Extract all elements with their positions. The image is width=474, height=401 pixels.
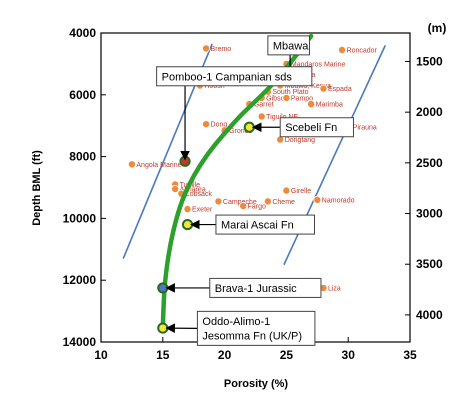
data-point-label: Gibson <box>266 95 288 102</box>
data-point <box>338 45 347 54</box>
y-tick-label: 12000 <box>63 273 97 287</box>
data-point <box>214 197 223 206</box>
x-tick-label: 20 <box>218 348 232 362</box>
y2-tick-label: 3500 <box>416 257 443 271</box>
data-point <box>257 112 266 121</box>
y2-tick-label: 2000 <box>416 105 443 119</box>
data-point-label: Angola Marine <box>136 162 181 169</box>
callout-box <box>209 277 322 298</box>
callout-label: Pomboo-1 Campanian sds <box>162 71 293 83</box>
data-point-label: Pampo <box>291 95 313 102</box>
data-point <box>282 186 291 195</box>
x-tick-label: 15 <box>156 348 170 362</box>
highlight-marker <box>157 322 169 334</box>
y-tick-label: 14000 <box>63 335 97 349</box>
data-point-label: Exeter <box>192 207 213 214</box>
data-point <box>282 93 291 102</box>
data-point <box>239 202 248 211</box>
x-tick-label: 25 <box>280 348 294 362</box>
data-point-label: Lobsack <box>186 191 213 198</box>
callout-label: Marai Ascai Fn <box>221 220 294 232</box>
data-point-label: Namorado <box>322 197 355 204</box>
data-point <box>313 195 322 204</box>
data-point-label: Hoosh <box>204 83 224 90</box>
data-point <box>319 84 328 93</box>
callout-label: Scebeli Fn <box>285 122 337 134</box>
data-point-label: Girelle <box>291 188 311 195</box>
y2-tick-label: 3000 <box>416 207 443 221</box>
y2-tick-label: 4000 <box>416 308 443 322</box>
callout-label: Mbawa <box>273 40 309 52</box>
data-point-label: Dong <box>211 122 228 129</box>
callout-label: Oddo-Alimo-1 <box>202 316 270 328</box>
data-point-label: Marimba <box>316 102 343 109</box>
y-tick-label: 10000 <box>63 211 97 225</box>
callout-box <box>279 117 354 138</box>
y-tick-label: 6000 <box>69 88 96 102</box>
y-tick-label: 4000 <box>69 26 96 40</box>
data-point-label: Roncador <box>347 47 378 54</box>
y-axis-label: Depth BML (ft) <box>31 150 43 226</box>
highlight-marker <box>243 121 255 133</box>
x-tick-label: 30 <box>342 348 356 362</box>
data-point-label: Mandaros Marine <box>291 61 346 68</box>
data-point <box>202 44 211 53</box>
data-point <box>171 185 180 194</box>
data-point-label: Garret <box>254 102 274 109</box>
data-point-label: Liza <box>328 285 341 292</box>
highlight-marker <box>157 282 169 294</box>
x-tick-label: 35 <box>403 348 417 362</box>
data-point-label: South Plato <box>272 89 308 96</box>
data-point-label: Gronos <box>229 128 252 135</box>
data-point-label: Dongtang <box>285 137 315 144</box>
data-point-label: Cheme <box>272 199 295 206</box>
data-point <box>307 100 316 109</box>
data-point-label: Pirauna <box>353 125 377 132</box>
callout-box <box>215 214 315 235</box>
callout-box <box>267 35 310 56</box>
data-point <box>202 120 211 129</box>
data-point-label: Mbawa, Kenya <box>285 83 331 90</box>
y2-tick-label: 2500 <box>416 156 443 170</box>
callout-label: Brava-1 Jurassic <box>215 283 297 295</box>
data-point <box>127 160 136 169</box>
data-point <box>263 197 272 206</box>
x-tick-label: 10 <box>94 348 108 362</box>
callout-sublabel: Jesomma Fn (UK/P) <box>202 330 302 342</box>
data-point-label: Bremo <box>211 46 232 53</box>
data-point-label: Campeche <box>223 199 257 206</box>
y2-axis-label: (m) <box>428 21 447 35</box>
y-tick-label: 8000 <box>69 150 96 164</box>
data-point <box>183 205 192 214</box>
callout-box <box>196 310 316 346</box>
x-axis-label: Porosity (%) <box>224 378 289 390</box>
data-point-label: Almarea <box>180 187 206 194</box>
callout-box <box>156 66 313 87</box>
y2-tick-label: 1500 <box>416 54 443 68</box>
data-point-label: Fargo <box>248 204 266 211</box>
data-point-label: Espada <box>328 86 352 93</box>
highlight-marker <box>181 218 194 231</box>
